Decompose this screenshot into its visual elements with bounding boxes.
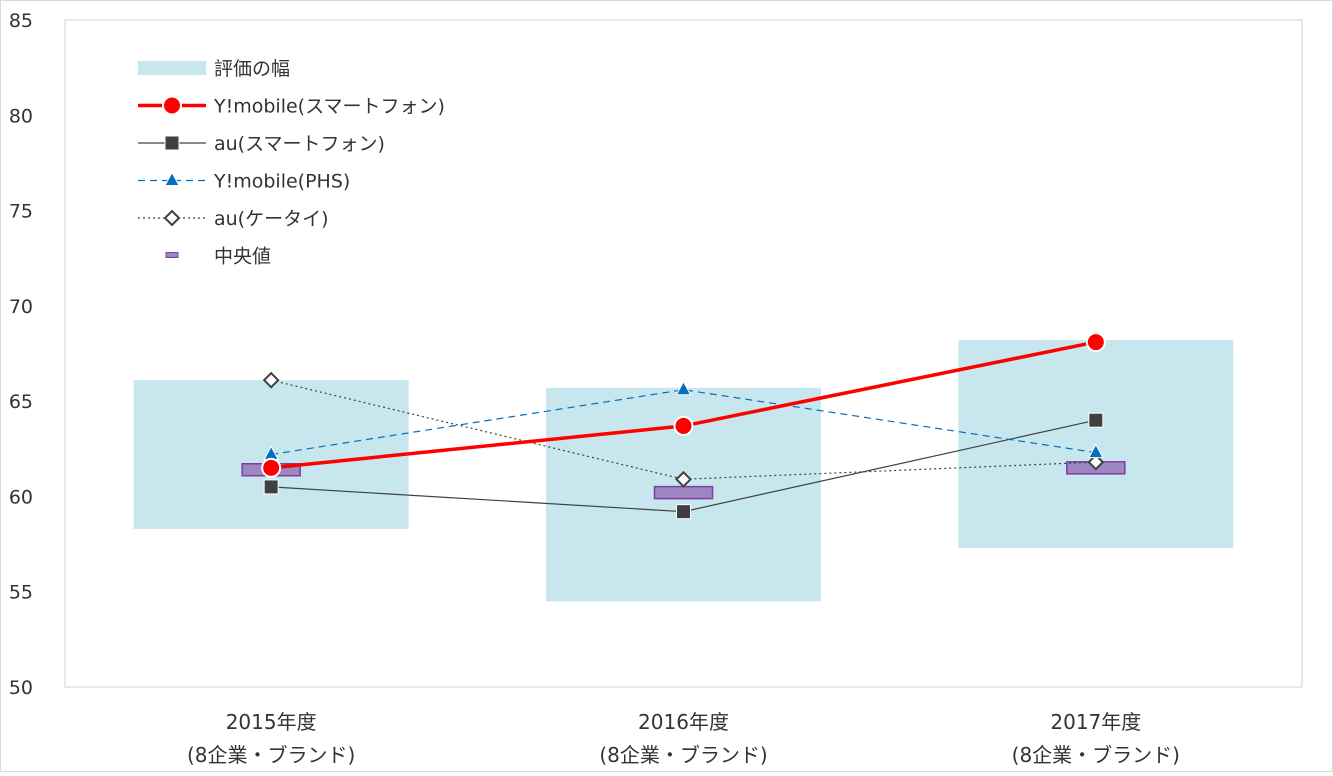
y-tick-label: 50 — [9, 677, 33, 699]
legend-swatch-marker — [164, 171, 180, 186]
y-tick-label: 80 — [9, 105, 33, 127]
legend-label: Y!mobile(スマートフォン) — [213, 96, 445, 118]
legend-swatch-range — [138, 61, 206, 75]
data-point-marker — [1087, 453, 1105, 471]
data-point-marker — [1085, 332, 1106, 353]
x-tick-label: (8企業・ブランド) — [599, 743, 767, 767]
x-tick-label: (8企業・ブランド) — [1012, 743, 1180, 767]
legend-swatch-marker — [164, 135, 180, 151]
y-tick-label: 75 — [9, 201, 33, 223]
median-marker — [653, 485, 714, 500]
legend-label: au(スマートフォン) — [214, 133, 385, 155]
x-tick-label: (8企業・ブランド) — [187, 743, 355, 767]
y-tick-label: 55 — [9, 582, 33, 604]
legend-label: Y!mobile(PHS) — [213, 171, 350, 193]
legend-label: 中央値 — [214, 246, 271, 268]
y-tick-label: 85 — [9, 10, 33, 32]
legend-swatch-marker — [163, 209, 181, 227]
legend-label: au(ケータイ) — [214, 208, 329, 230]
data-point-marker — [261, 457, 282, 478]
data-point-marker — [1087, 443, 1104, 459]
plot-area — [64, 19, 1303, 688]
legend-swatch-median — [165, 252, 179, 258]
y-tick-label: 70 — [9, 296, 33, 318]
x-tick-label: 2015年度 — [226, 710, 317, 734]
data-point-marker — [676, 504, 691, 520]
y-axis: 50 55 60 65 70 75 80 85 — [9, 10, 33, 699]
legend-swatch-marker — [162, 95, 182, 116]
data-point-marker — [262, 371, 280, 389]
y-tick-label: 60 — [9, 486, 33, 508]
series-markers — [261, 332, 1106, 520]
x-tick-label: 2016年度 — [638, 710, 729, 734]
x-axis: 2015年度 (8企業・ブランド) 2016年度 (8企業・ブランド) 2017年度 (8… — [187, 710, 1180, 767]
legend: 評価の幅 Y!mobile(スマートフォン) au(スマートフォン) Y!mobile… — [138, 58, 445, 268]
x-tick-label: 2017年度 — [1050, 710, 1141, 734]
data-point-marker — [675, 380, 692, 396]
data-point-marker — [263, 479, 279, 495]
series-line — [271, 379, 1096, 480]
data-point-marker — [1088, 412, 1104, 428]
data-point-marker — [673, 415, 694, 436]
y-tick-label: 65 — [9, 391, 33, 413]
legend-label: 評価の幅 — [214, 58, 290, 80]
data-point-marker — [675, 470, 692, 488]
